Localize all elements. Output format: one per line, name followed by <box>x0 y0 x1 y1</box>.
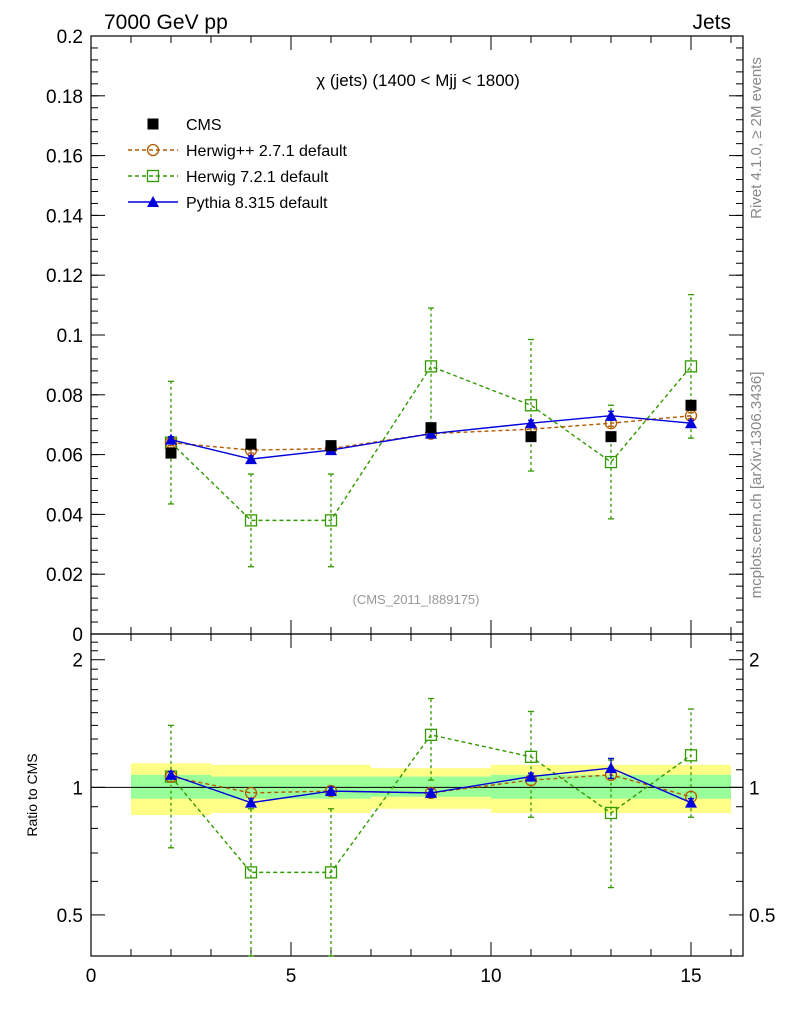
ratio-ytick-label-left: 2 <box>72 651 83 672</box>
ratio-point-herwig7 <box>684 749 698 762</box>
main-ytick-label: 0.06 <box>46 446 83 467</box>
main-point-herwig7 <box>244 514 258 527</box>
xtick-label: 15 <box>680 966 701 987</box>
ratio-point-pythia <box>165 768 177 780</box>
ratio-point-herwig7 <box>524 750 538 764</box>
main-point-pythia <box>245 453 257 465</box>
ratio-point-pythia <box>685 796 697 808</box>
legend-marker-herwig7 <box>146 169 160 183</box>
rivet-side-label: Rivet 4.1.0, ≥ 2M events <box>748 57 765 219</box>
xtick-label: 10 <box>480 966 501 987</box>
legend: CMS Herwig++ 2.7.1 default Herwig 7.2.1 … <box>186 117 348 212</box>
ratio-axis-label: Ratio to CMS <box>24 753 40 836</box>
main-point-cms <box>425 422 437 434</box>
ratio-point-pythia <box>525 770 537 782</box>
ratio-ytick-label-left: 1 <box>72 778 83 799</box>
header-right-label: Jets <box>692 11 731 34</box>
legend-marker-pythia <box>147 196 159 207</box>
ratio-ytick-label-left: 0.5 <box>57 906 83 927</box>
ratio-point-herwig7 <box>244 866 258 879</box>
main-ytick-label: 0.16 <box>46 147 83 168</box>
ratio-point-pythia <box>245 796 257 808</box>
legend-label-herwig7: Herwig 7.2.1 default <box>186 169 329 186</box>
main-point-pythia <box>165 433 177 445</box>
main-point-pythia <box>685 417 697 429</box>
main-point-herwig7 <box>424 360 438 373</box>
ratio-point-pythia <box>325 785 337 797</box>
main-ytick-label: 0.04 <box>46 505 83 526</box>
legend-marker-herwigpp <box>146 143 160 157</box>
main-ytick-label: 0.08 <box>46 386 83 407</box>
main-ytick-label: 0.02 <box>46 565 83 586</box>
main-point-cms <box>325 440 337 452</box>
legend-marker-cms <box>147 118 159 130</box>
ratio-point-pythia <box>425 786 437 798</box>
legend-label-pythia: Pythia 8.315 default <box>186 195 328 212</box>
xtick-label: 0 <box>86 966 97 987</box>
ratio-point-herwig7 <box>604 806 618 820</box>
main-ytick-label: 0 <box>72 625 83 646</box>
ratio-point-herwig7 <box>424 728 438 741</box>
chart-watermark: (CMS_2011_I889175) <box>353 592 480 607</box>
main-point-herwig7 <box>604 455 618 469</box>
legend-label-cms: CMS <box>186 117 222 134</box>
main-ytick-label: 0.1 <box>57 326 83 347</box>
main-ytick-label: 0.14 <box>46 206 83 227</box>
ratio-point-herwig7 <box>324 866 338 879</box>
xtick-label: 5 <box>286 966 297 987</box>
header-left-label: 7000 GeV pp <box>104 11 228 34</box>
main-point-cms <box>605 431 617 443</box>
ratio-ytick-label-right: 1 <box>749 778 760 799</box>
main-point-pythia <box>525 417 537 429</box>
main-point-cms <box>685 399 697 411</box>
main-point-herwig7 <box>324 514 338 527</box>
mcplots-side-label: mcplots.cern.ch [arXiv:1306.3436] <box>748 372 765 599</box>
ratio-ytick-label-right: 0.5 <box>749 906 775 927</box>
main-point-herwig7 <box>684 360 698 373</box>
main-point-herwig7 <box>524 399 538 412</box>
ratio-point-pythia <box>605 762 617 774</box>
main-point-cms <box>245 438 257 450</box>
chart-title: χ (jets) (1400 < Mjj < 1800) <box>316 71 520 90</box>
main-point-cms <box>165 447 177 459</box>
ratio-line-herwig7 <box>170 734 692 874</box>
main-point-pythia <box>605 409 617 421</box>
main-ytick-label: 0.12 <box>46 266 83 287</box>
main-point-cms <box>525 431 537 443</box>
legend-label-herwigpp: Herwig++ 2.7.1 default <box>186 143 348 160</box>
main-ytick-label: 0.2 <box>57 27 83 48</box>
ratio-plot-frame <box>90 633 744 957</box>
ratio-ytick-label-right: 2 <box>749 651 760 672</box>
main-ytick-label: 0.18 <box>46 87 83 108</box>
